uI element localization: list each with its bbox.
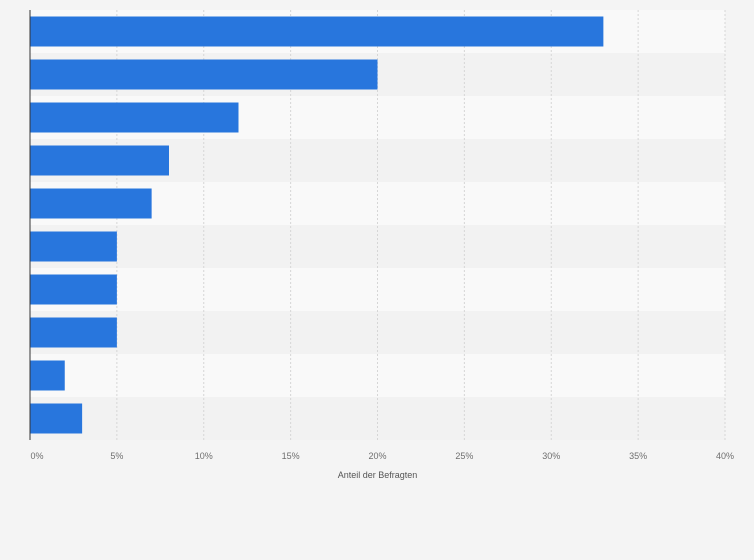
bar: [30, 360, 65, 391]
bar: [30, 102, 239, 133]
x-tick-label: 10%: [195, 451, 213, 461]
x-axis-title: Anteil der Befragten: [338, 470, 418, 480]
bar: [30, 403, 83, 434]
x-tick-label: 35%: [629, 451, 647, 461]
x-tick-label: 25%: [455, 451, 473, 461]
bar: [30, 231, 117, 262]
x-tick-labels: 0% 5% 10% 15% 20% 25% 30% 35% 40%: [30, 451, 734, 461]
bar: [30, 16, 604, 47]
bar: [30, 274, 117, 305]
x-tick-label: 5%: [110, 451, 123, 461]
bar: [30, 59, 378, 90]
x-tick-label: 30%: [542, 451, 560, 461]
bar: [30, 145, 169, 176]
x-tick-label: 20%: [368, 451, 386, 461]
x-tick-label: 40%: [716, 451, 734, 461]
bar: [30, 188, 152, 219]
bars: [30, 16, 604, 434]
bar: [30, 317, 117, 348]
x-tick-label: 15%: [282, 451, 300, 461]
x-tick-label: 0%: [30, 451, 43, 461]
